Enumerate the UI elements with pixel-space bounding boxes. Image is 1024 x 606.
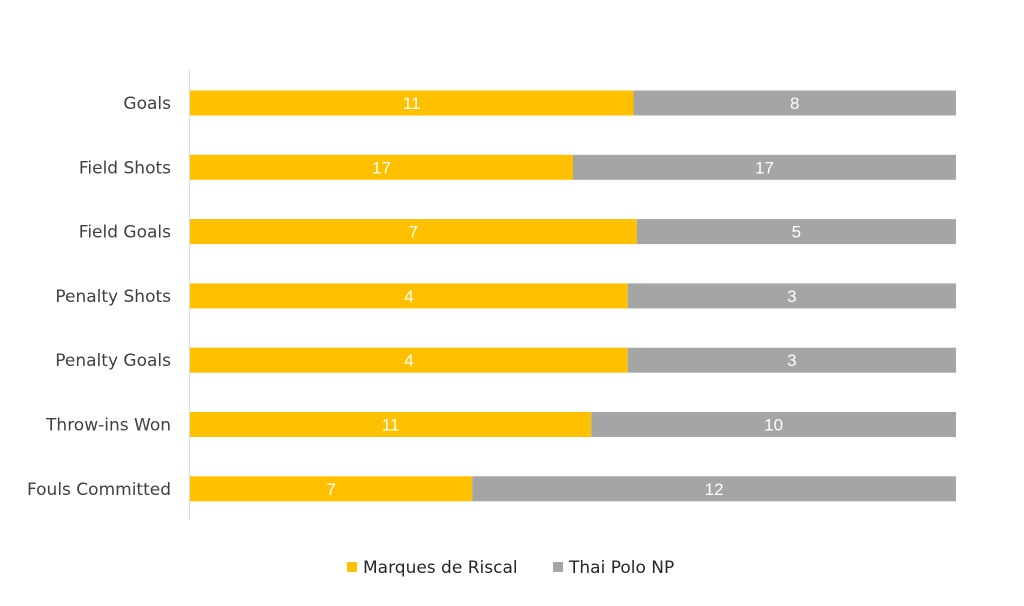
data-label-thai-polo-np-field-shots: 17 <box>755 158 774 177</box>
bar-thai-polo-np-penalty-shots <box>627 283 956 309</box>
bar-thai-polo-np-penalty-goals <box>627 347 956 373</box>
category-label-throw-ins-won: Throw-ins Won <box>45 416 171 436</box>
data-label-thai-polo-np-field-goals: 5 <box>792 223 801 242</box>
data-label-thai-polo-np-throw-ins-won: 10 <box>764 416 783 435</box>
bar-marques-de-riscal-penalty-shots <box>190 283 628 309</box>
bar-thai-polo-np-goals <box>633 90 956 116</box>
bar-marques-de-riscal-field-shots <box>190 154 573 180</box>
data-label-marques-de-riscal-throw-ins-won: 11 <box>382 416 400 435</box>
legend-swatch-marques-de-riscal <box>347 562 357 572</box>
data-label-thai-polo-np-goals: 8 <box>790 94 799 113</box>
bar-thai-polo-np-throw-ins-won <box>591 412 956 437</box>
category-label-penalty-goals: Penalty Goals <box>55 351 171 371</box>
category-label-penalty-shots: Penalty Shots <box>55 287 171 307</box>
data-label-marques-de-riscal-penalty-goals: 4 <box>404 351 413 370</box>
data-label-marques-de-riscal-goals: 11 <box>403 94 421 113</box>
bar-thai-polo-np-field-shots <box>573 154 956 180</box>
data-label-thai-polo-np-penalty-shots: 3 <box>787 287 796 306</box>
bar-marques-de-riscal-fouls-committed <box>190 476 473 502</box>
data-labels: 11 8 17 17 7 5 4 3 4 3 11 10 7 12 <box>326 94 801 499</box>
legend: Marques de Riscal Thai Polo NP <box>347 558 674 578</box>
data-label-marques-de-riscal-fouls-committed: 7 <box>326 480 335 499</box>
category-label-fouls-committed: Fouls Committed <box>27 480 171 500</box>
bar-marques-de-riscal-throw-ins-won <box>190 412 592 437</box>
category-label-field-goals: Field Goals <box>79 223 171 243</box>
data-label-marques-de-riscal-penalty-shots: 4 <box>404 287 413 306</box>
bar-marques-de-riscal-goals <box>190 90 634 116</box>
legend-swatch-thai-polo-np <box>553 562 563 572</box>
category-label-goals: Goals <box>123 94 171 114</box>
bar-marques-de-riscal-penalty-goals <box>190 347 628 373</box>
category-label-field-shots: Field Shots <box>79 158 171 178</box>
bars-layer <box>190 90 956 502</box>
legend-label-thai-polo-np: Thai Polo NP <box>568 558 674 578</box>
bar-thai-polo-np-fouls-committed <box>472 476 956 502</box>
data-label-thai-polo-np-penalty-goals: 3 <box>787 351 796 370</box>
bar-marques-de-riscal-field-goals <box>190 219 637 245</box>
category-labels: Goals Field Shots Field Goals Penalty Shots… <box>27 94 171 500</box>
legend-label-marques-de-riscal: Marques de Riscal <box>363 558 518 578</box>
data-label-thai-polo-np-fouls-committed: 12 <box>705 480 724 499</box>
bar-thai-polo-np-field-goals <box>636 219 956 245</box>
data-label-marques-de-riscal-field-shots: 17 <box>372 158 391 177</box>
data-label-marques-de-riscal-field-goals: 7 <box>409 223 418 242</box>
